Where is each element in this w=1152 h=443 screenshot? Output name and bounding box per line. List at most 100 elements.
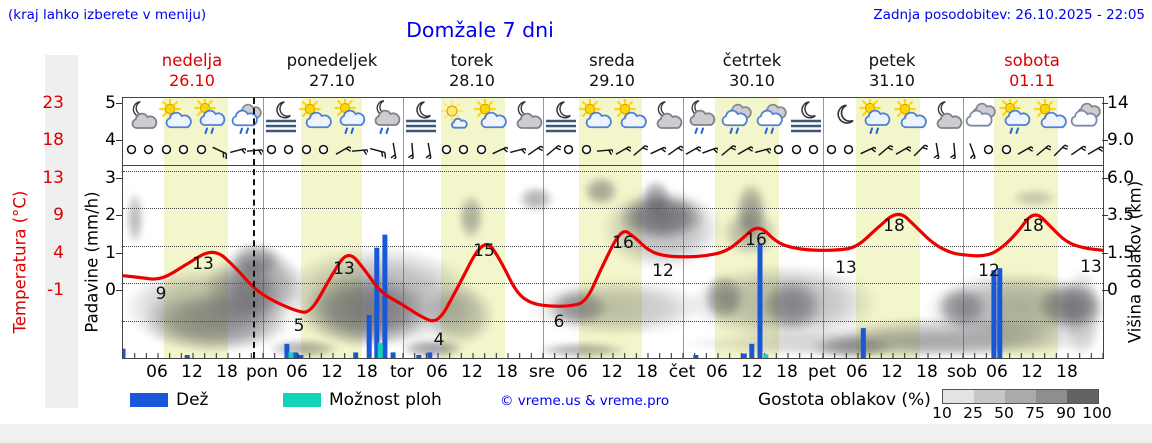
calm-wind-icon bbox=[299, 142, 316, 159]
location-hint: (kraj lahko izberete v meniju) bbox=[8, 7, 207, 23]
wind-barb-icon bbox=[526, 142, 547, 159]
rain-bar bbox=[991, 270, 997, 358]
temp-value-label: 13 bbox=[192, 254, 214, 274]
moon-cloud-icon bbox=[928, 99, 964, 135]
day-separator bbox=[963, 98, 964, 358]
x-axis-label: 06 bbox=[706, 362, 728, 382]
temp-tick-label: 4 bbox=[53, 242, 64, 263]
axis-tick-mark bbox=[1102, 177, 1108, 179]
temp-value-label: 4 bbox=[433, 330, 445, 350]
wind-barb-icon bbox=[421, 142, 438, 162]
axis-tick-mark bbox=[116, 103, 122, 104]
day-date: 01.11 bbox=[1009, 71, 1055, 90]
day-separator bbox=[543, 98, 544, 358]
rain-bar bbox=[284, 343, 290, 358]
rain-bar bbox=[741, 353, 747, 358]
cloud-blob bbox=[811, 336, 895, 358]
rain-bar bbox=[693, 355, 699, 358]
moon-cloud-rain-icon bbox=[368, 99, 404, 135]
day-date: 27.10 bbox=[309, 71, 355, 90]
rain-bar bbox=[427, 352, 433, 358]
wind-barb-icon bbox=[946, 142, 963, 162]
sun-cloud-rain-icon bbox=[998, 97, 1034, 135]
shower-bar bbox=[377, 343, 383, 358]
x-axis-label: 06 bbox=[566, 362, 588, 382]
wind-barb-icon bbox=[894, 142, 915, 159]
wind-barb-icon bbox=[229, 142, 249, 159]
calm-wind-icon bbox=[789, 142, 806, 159]
sun-cloud-icon bbox=[158, 98, 194, 135]
left-axis-strip bbox=[45, 55, 78, 408]
showers-legend-swatch bbox=[283, 393, 321, 407]
wind-barb-icon bbox=[666, 142, 687, 159]
wind-barb-icon bbox=[509, 142, 529, 159]
x-axis-label: 18 bbox=[916, 362, 938, 382]
cloud-blob bbox=[583, 176, 619, 206]
sun-cloud-rain-icon bbox=[333, 97, 369, 135]
axis-tick-mark bbox=[1102, 140, 1108, 142]
x-axis-label: 12 bbox=[181, 362, 203, 382]
cloud-blob bbox=[1061, 269, 1103, 358]
sun-cloud-icon bbox=[578, 98, 614, 135]
day-separator bbox=[823, 98, 824, 358]
cloud-blob bbox=[401, 339, 465, 358]
temp-tick-label: 13 bbox=[42, 167, 64, 188]
day-name: sreda bbox=[589, 51, 635, 70]
x-axis-label: 06 bbox=[986, 362, 1008, 382]
bottom-strip bbox=[0, 424, 1152, 443]
precip-tick-label: 2 bbox=[105, 205, 116, 226]
copyright-link[interactable]: © vreme.us & vreme.pro bbox=[500, 393, 670, 409]
cloud-icon bbox=[1068, 99, 1104, 135]
gridline bbox=[123, 320, 1103, 322]
cloud-rain-icon bbox=[753, 99, 789, 135]
calm-wind-icon bbox=[176, 142, 193, 159]
temp-value-label: 13 bbox=[333, 259, 355, 279]
cloud-blob bbox=[518, 186, 554, 212]
x-axis-label: 18 bbox=[776, 362, 798, 382]
cloud-blob bbox=[536, 342, 628, 358]
axis-tick-mark bbox=[116, 215, 122, 217]
cloud-density-scale-label: 90 bbox=[1056, 404, 1076, 422]
moon-cloud-icon bbox=[648, 99, 684, 135]
day-date: 29.10 bbox=[589, 71, 635, 90]
wind-barb-icon bbox=[964, 142, 981, 163]
rain-legend-swatch bbox=[130, 393, 168, 407]
cloud-density-scale-label: 50 bbox=[994, 404, 1014, 422]
daylight-band bbox=[163, 98, 228, 358]
x-axis-label: 06 bbox=[146, 362, 168, 382]
wind-barb-icon bbox=[754, 142, 774, 159]
x-axis-label: 12 bbox=[881, 362, 903, 382]
cloud-density-scale-segment bbox=[1067, 390, 1098, 403]
page-title: Domžale 7 dni bbox=[406, 18, 554, 42]
x-axis-label: 12 bbox=[741, 362, 763, 382]
cloud-height-tick-label: 6.0 bbox=[1107, 167, 1135, 188]
temp-value-label: 16 bbox=[612, 233, 634, 253]
showers-legend-label: Možnost ploh bbox=[329, 390, 442, 410]
x-axis-label: 06 bbox=[426, 362, 448, 382]
calm-wind-icon bbox=[579, 142, 596, 159]
wind-barb-icon bbox=[1034, 142, 1054, 159]
last-update-label: Zadnja posodobitev: 26.10.2025 - 22:05 bbox=[873, 7, 1145, 23]
cloud-blob bbox=[703, 274, 745, 321]
temp-value-label: 13 bbox=[1080, 257, 1102, 277]
moon-cloud-rain-icon bbox=[683, 99, 719, 135]
sun-cloud-rain-icon bbox=[193, 97, 229, 135]
cloud-density-legend-label: Gostota oblakov (%) bbox=[758, 390, 931, 410]
calm-wind-icon bbox=[999, 142, 1016, 159]
cloud-height-tick-label: 0 bbox=[1107, 280, 1118, 300]
rain-bar bbox=[416, 355, 422, 358]
cloud-density-scale-label: 25 bbox=[963, 404, 983, 422]
rain-bar bbox=[366, 315, 372, 358]
precip-tick-label: 1 bbox=[105, 242, 116, 263]
wind-barb-icon bbox=[351, 142, 371, 159]
calm-wind-icon bbox=[561, 142, 578, 159]
day-date: 31.10 bbox=[869, 71, 915, 90]
wind-barb-icon bbox=[491, 142, 512, 159]
rain-bar bbox=[860, 328, 866, 358]
daylight-band bbox=[440, 98, 506, 358]
calm-wind-icon bbox=[159, 142, 176, 159]
x-axis-label: 06 bbox=[286, 362, 308, 382]
temp-value-label: 13 bbox=[835, 258, 857, 278]
x-axis-label: 18 bbox=[496, 362, 518, 382]
wind-barb-icon bbox=[876, 142, 897, 159]
